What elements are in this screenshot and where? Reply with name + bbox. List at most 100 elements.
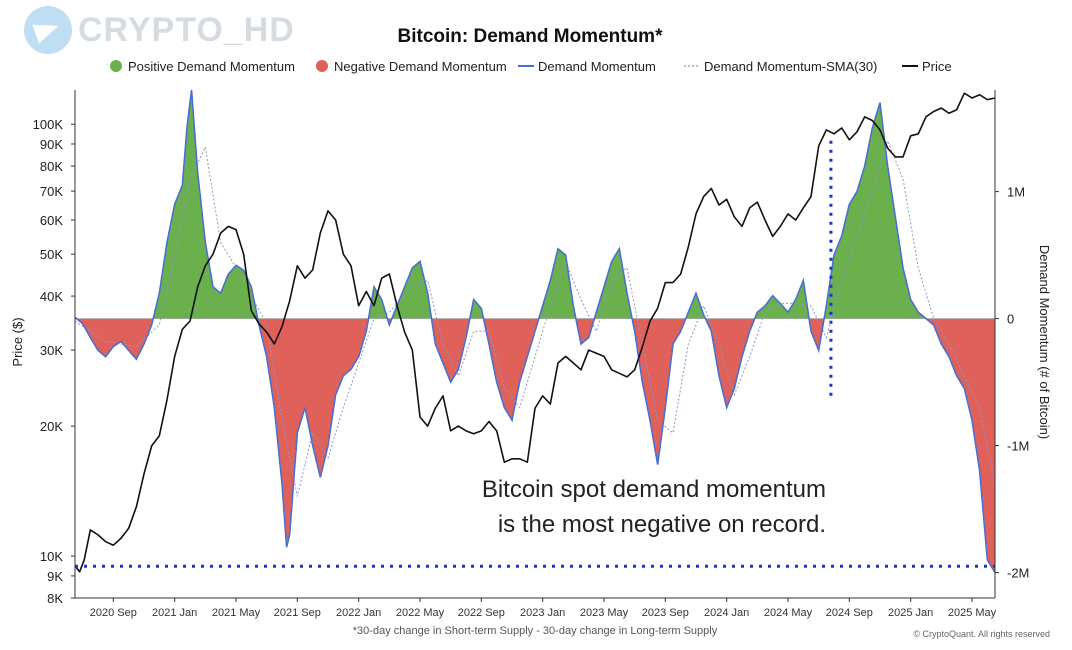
momentum-bar xyxy=(769,299,771,319)
momentum-bar xyxy=(793,302,795,319)
momentum-bar xyxy=(219,292,221,319)
chart-credit: © CryptoQuant. All rights reserved xyxy=(913,629,1050,639)
momentum-bar xyxy=(247,279,249,319)
momentum-bar xyxy=(729,318,731,400)
watermark-text: CRYPTO_HD xyxy=(78,10,295,49)
momentum-bar xyxy=(557,248,559,319)
momentum-bar xyxy=(805,298,807,319)
momentum-bar xyxy=(97,318,99,351)
momentum-bar xyxy=(173,207,175,319)
momentum-bar xyxy=(993,318,995,571)
momentum-bar xyxy=(401,293,403,319)
legend-label-1: Negative Demand Momentum xyxy=(334,59,507,74)
momentum-bar xyxy=(627,298,629,319)
y-left-tick-label: 10K xyxy=(40,549,63,564)
momentum-bar xyxy=(353,318,355,365)
momentum-bar xyxy=(829,281,831,319)
momentum-bar xyxy=(205,246,207,319)
momentum-bar xyxy=(465,318,467,338)
momentum-bar xyxy=(863,168,865,319)
momentum-bar xyxy=(455,318,457,374)
momentum-bar xyxy=(853,196,855,319)
momentum-bar xyxy=(723,318,725,397)
momentum-bar xyxy=(273,318,275,406)
momentum-bar xyxy=(629,308,631,319)
momentum-bar xyxy=(797,293,799,319)
y-left-tick-label: 30K xyxy=(40,343,63,358)
momentum-bar xyxy=(563,253,565,319)
momentum-bar xyxy=(725,318,727,405)
momentum-bar xyxy=(747,318,749,337)
momentum-bar xyxy=(365,318,367,333)
price-line xyxy=(74,92,996,573)
momentum-bar xyxy=(751,318,753,326)
momentum-bar xyxy=(639,318,641,367)
momentum-bar xyxy=(91,318,93,341)
momentum-bar xyxy=(83,318,85,327)
momentum-bar xyxy=(857,188,859,319)
momentum-bar xyxy=(551,273,553,319)
momentum-bar xyxy=(161,275,163,319)
momentum-bar xyxy=(119,318,121,343)
momentum-bar xyxy=(971,318,973,421)
momentum-bar xyxy=(677,318,679,336)
momentum-bar xyxy=(475,302,477,319)
momentum-bar xyxy=(869,139,871,319)
momentum-bar xyxy=(699,304,701,319)
momentum-bar xyxy=(969,318,971,412)
momentum-bar xyxy=(505,318,507,411)
momentum-bar xyxy=(423,278,425,319)
momentum-bar xyxy=(737,318,739,374)
momentum-bar xyxy=(239,267,241,319)
momentum-bar xyxy=(167,237,169,319)
momentum-bar xyxy=(125,318,127,348)
momentum-bar xyxy=(867,149,869,319)
momentum-bar xyxy=(193,123,195,319)
momentum-bar xyxy=(99,318,101,353)
momentum-bar xyxy=(497,318,499,387)
momentum-bar xyxy=(827,294,829,319)
momentum-bar xyxy=(907,288,909,319)
y-left-tick-label: 70K xyxy=(40,184,63,199)
momentum-bar xyxy=(163,262,165,319)
momentum-bar xyxy=(979,318,981,475)
momentum-bar xyxy=(675,318,677,340)
momentum-bar xyxy=(743,318,745,351)
momentum-bar xyxy=(373,286,375,319)
momentum-bar xyxy=(101,318,103,354)
momentum-bar xyxy=(837,245,839,319)
momentum-bar xyxy=(895,221,897,319)
momentum-bar xyxy=(111,318,113,349)
momentum-bar xyxy=(463,318,465,346)
momentum-bar xyxy=(187,119,189,319)
momentum-bar xyxy=(897,234,899,319)
momentum-bar xyxy=(459,318,461,363)
momentum-bar xyxy=(363,318,365,340)
momentum-bar xyxy=(859,181,861,319)
momentum-bar xyxy=(169,227,171,319)
momentum-bar xyxy=(503,318,505,407)
momentum-bar xyxy=(741,318,743,357)
momentum-bar xyxy=(321,318,323,471)
momentum-bar xyxy=(419,261,421,319)
momentum-bar xyxy=(425,286,427,319)
legend-label-4: Price xyxy=(922,59,952,74)
momentum-bar xyxy=(307,318,309,423)
y-right-tick-label: 1M xyxy=(1007,185,1025,200)
momentum-bar xyxy=(579,318,581,340)
momentum-bar xyxy=(709,318,711,329)
momentum-bar xyxy=(777,301,779,319)
momentum-bar xyxy=(421,269,423,319)
momentum-bar xyxy=(779,303,781,319)
y-left-tick-label: 90K xyxy=(40,137,63,152)
momentum-bar xyxy=(181,186,183,319)
momentum-bar xyxy=(451,318,453,380)
momentum-bar xyxy=(819,318,821,343)
x-tick-label: 2024 May xyxy=(764,607,813,619)
momentum-bar xyxy=(407,278,409,319)
momentum-bar xyxy=(645,318,647,401)
momentum-bar xyxy=(139,318,141,352)
momentum-bar xyxy=(411,268,413,319)
momentum-bar xyxy=(473,299,475,319)
momentum-bar xyxy=(803,284,805,319)
